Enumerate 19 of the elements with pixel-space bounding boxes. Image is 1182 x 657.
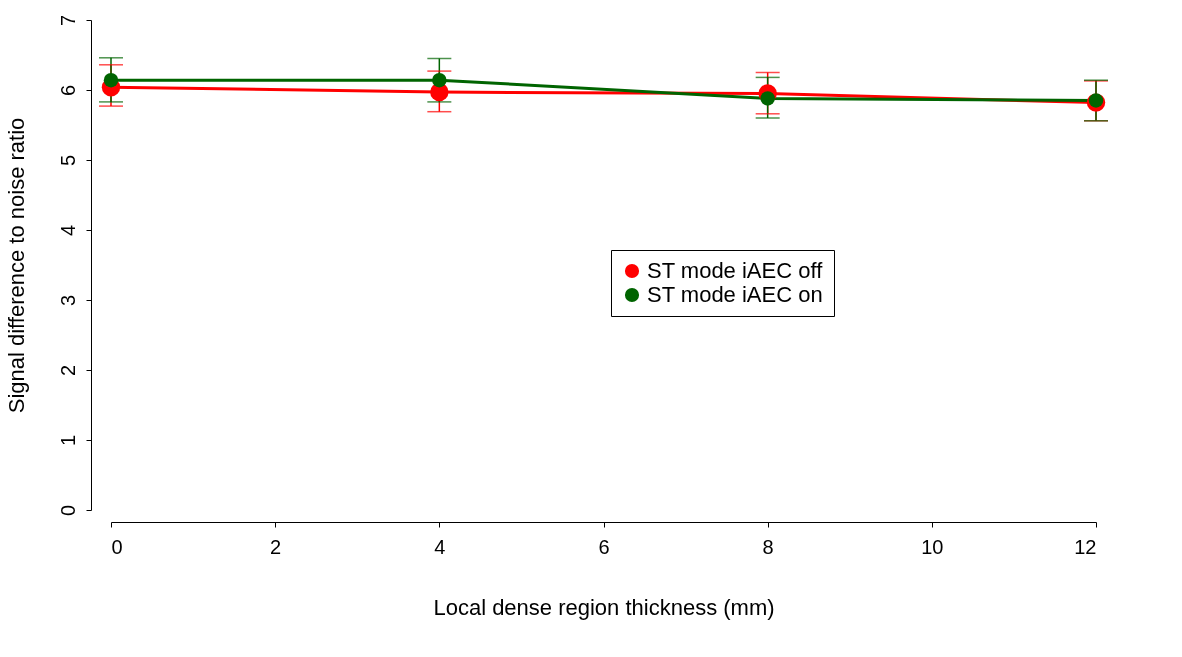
y-tick-label: 3 xyxy=(56,294,79,307)
x-tick-label: 12 xyxy=(1074,535,1097,558)
y-tick-label: 7 xyxy=(56,14,79,27)
legend-label: ST mode iAEC off xyxy=(647,258,824,283)
y-axis-title: Signal difference to noise ratio xyxy=(3,117,29,414)
y-tick-label: 1 xyxy=(56,434,79,447)
legend-label: ST mode iAEC on xyxy=(647,282,823,307)
y-tick-label: 4 xyxy=(56,224,79,237)
y-tick-label: 5 xyxy=(56,154,79,167)
x-tick-label: 4 xyxy=(434,535,446,558)
x-axis-title: Local dense region thickness (mm) xyxy=(433,594,775,620)
x-tick-label: 2 xyxy=(270,535,282,558)
x-tick-label: 0 xyxy=(111,535,123,558)
y-tick-label: 0 xyxy=(56,504,79,517)
y-tick-label: 6 xyxy=(56,84,79,97)
x-tick-label: 6 xyxy=(598,535,610,558)
x-tick-label: 8 xyxy=(762,535,774,558)
y-tick-label: 2 xyxy=(56,364,79,377)
x-tick-label: 10 xyxy=(921,535,944,558)
